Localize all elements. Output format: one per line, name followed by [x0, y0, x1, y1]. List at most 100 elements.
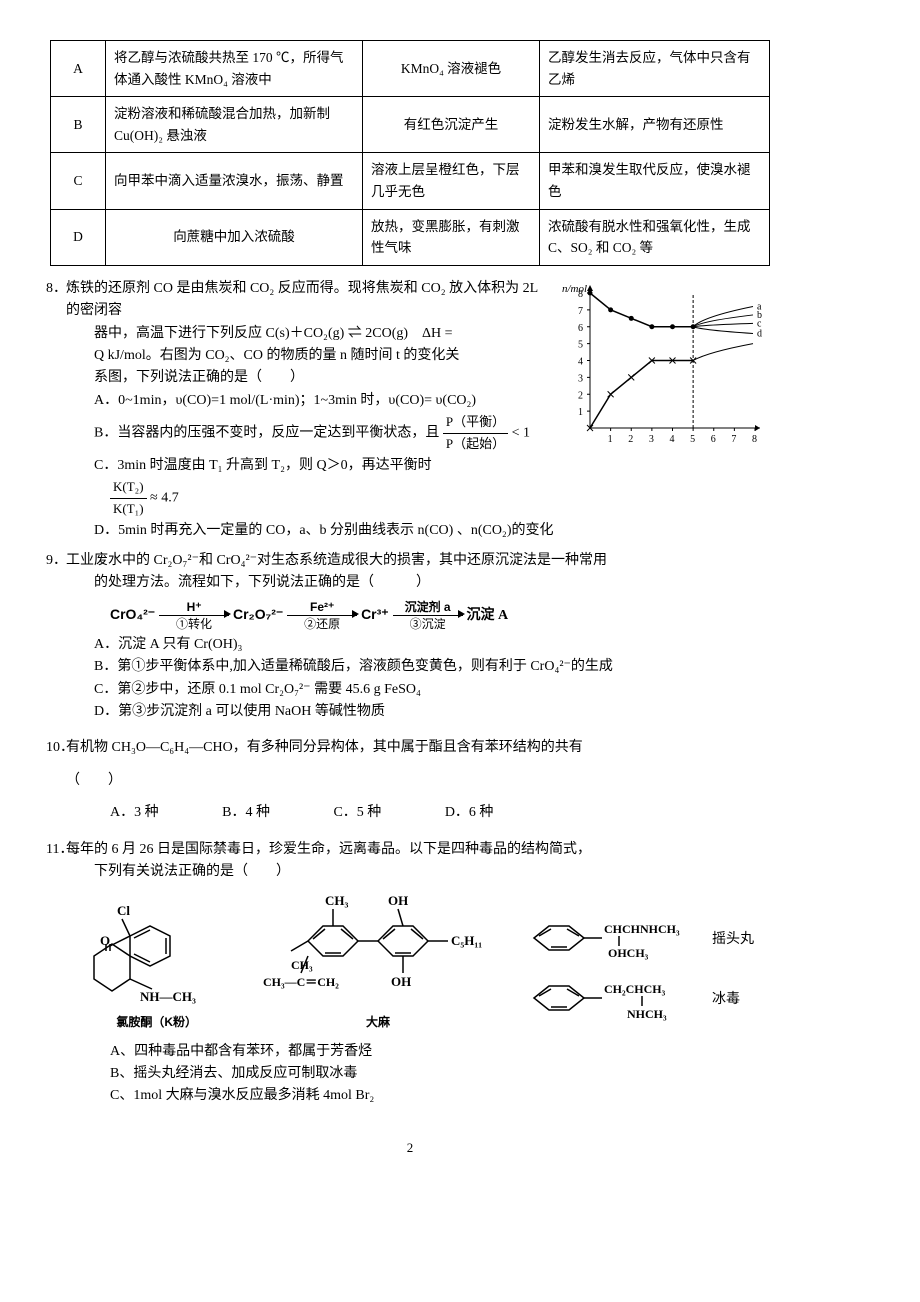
cell: 淀粉溶液和稀硫酸混合加热，加新制 Cu(OH)₂ 悬浊液: [106, 97, 363, 153]
svg-text:6: 6: [711, 434, 716, 445]
option-b: B、摇头丸经消去、加成反应可制取冰毒: [110, 1063, 770, 1085]
svg-text:8: 8: [752, 434, 757, 445]
molecule-svg: CHCHNHCH₃ OHCH₃ CH₂CHCH₃ NHCH₃ 摇头丸 冰毒: [524, 913, 754, 1033]
arrow-top: H⁺: [159, 601, 229, 616]
svg-text:n/mol: n/mol: [562, 283, 587, 295]
option-text: ≈ 4.7: [150, 491, 179, 506]
arrow-bottom: ③沉淀: [393, 616, 463, 630]
cell: 溶液上层呈橙红色，下层几乎无色: [363, 153, 540, 209]
molecule-right: CHCHNHCH₃ OHCH₃ CH₂CHCH₃ NHCH₃ 摇头丸 冰毒: [524, 913, 754, 1033]
stem-line: 的处理方法。流程如下，下列说法正确的是（ ）: [94, 572, 770, 594]
table-row: D 向蔗糖中加入浓硫酸 放热，变黑膨胀，有刺激性气味 浓硫酸有脱水性和强氧化性，…: [51, 209, 770, 265]
flow-arrow: H⁺①转化: [159, 601, 229, 630]
cell: 淀粉发生水解，产物有还原性: [540, 97, 770, 153]
svg-text:1: 1: [578, 407, 583, 418]
cell: KMnO₄ 溶液褪色: [363, 41, 540, 97]
option-c: C．3min 时温度由 T₁ 升高到 T₂，则 Q＞0，再达平衡时: [94, 455, 550, 477]
option-b: B．当容器内的压强不变时，反应一定达到平衡状态，且 P（平衡） P（起始） < …: [94, 412, 550, 455]
option-c: C．第②步中，还原 0.1 mol Cr₂O₇²⁻ 需要 45.6 g FeSO…: [94, 679, 770, 701]
stem-line: 系图，下列说法正确的是（ ）: [94, 367, 550, 389]
molecule-dama: CH₃ OH C₅H₁₁ OH CH₃—C＝CH₂ CH₃: [263, 891, 493, 1032]
svg-text:4: 4: [670, 434, 675, 445]
svg-text:CH₃—C＝CH₂: CH₃—C＝CH₂: [263, 975, 339, 989]
flow-arrow: 沉淀剂 a③沉淀: [393, 601, 463, 630]
molecule-caption: 大麻: [263, 1013, 493, 1032]
molecule-row: Cl O NH—CH₃ 氯胺酮（K粉） CH₃ OH: [66, 891, 770, 1032]
question-9: 9． 工业废水中的 Cr₂O₇²⁻和 CrO₄²⁻对生态系统造成很大的损害，其中…: [66, 550, 770, 723]
question-10: 10． 有机物 CH₃O—C₆H₄—CHO，有多种同分异构体，其中属于酯且含有苯…: [66, 737, 770, 824]
option-d: D．5min 时再充入一定量的 CO，a、b 分别曲线表示 n(CO) 、n(C…: [94, 520, 770, 542]
option-a: A．3 种: [110, 802, 159, 824]
question-number: 9．: [46, 550, 67, 572]
row-label: A: [51, 41, 106, 97]
table-row: A 将乙醇与浓硫酸共热至 170 ℃，所得气体通入酸性 KMnO₄ 溶液中 KM…: [51, 41, 770, 97]
row-label: B: [51, 97, 106, 153]
question-11: 11． 每年的 6 月 26 日是国际禁毒日，珍爱生命，远离毒品。以下是四种毒品…: [66, 839, 770, 1108]
svg-text:2: 2: [578, 390, 583, 401]
cell: 甲苯和溴发生取代反应，使溴水褪色: [540, 153, 770, 209]
svg-text:4: 4: [578, 356, 583, 367]
row-label: D: [51, 209, 106, 265]
arrow-bottom: ①转化: [159, 616, 229, 630]
numerator: P（平衡）: [443, 412, 508, 434]
arrow-bottom: ②还原: [287, 616, 357, 630]
fraction: K(T₂) K(T₁): [110, 477, 147, 520]
svg-text:6: 6: [578, 323, 583, 334]
molecule-label: 摇头丸: [712, 931, 754, 947]
table-row: B 淀粉溶液和稀硫酸混合加热，加新制 Cu(OH)₂ 悬浊液 有红色沉淀产生 淀…: [51, 97, 770, 153]
svg-text:d: d: [757, 328, 762, 339]
option-c: C．5 种: [333, 802, 381, 824]
stem-line: Q kJ/mol。右图为 CO₂、CO 的物质的量 n 随时间 t 的变化关: [94, 345, 550, 367]
cell: 有红色沉淀产生: [363, 97, 540, 153]
stem-paren: （ ）: [66, 770, 770, 792]
row-label: C: [51, 153, 106, 209]
flow-node: Cr₂O₇²⁻: [233, 606, 283, 622]
svg-text:CH₃: CH₃: [291, 958, 313, 972]
stem-line: 工业废水中的 Cr₂O₇²⁻和 CrO₄²⁻对生态系统造成很大的损害，其中还原沉…: [66, 550, 770, 572]
option-a: A、四种毒品中都含有苯环，都属于芳香烃: [110, 1041, 770, 1063]
svg-text:Cl: Cl: [117, 903, 130, 918]
cell: 浓硫酸有脱水性和强氧化性，生成 C、SO₂ 和 CO₂ 等: [540, 209, 770, 265]
q8-chart: n/molt/min1234567812345678abcd: [560, 278, 770, 448]
svg-text:t/min: t/min: [737, 447, 760, 448]
question-number: 10．: [46, 737, 74, 759]
cell: 乙醇发生消去反应，气体中只含有乙烯: [540, 41, 770, 97]
cell: 将乙醇与浓硫酸共热至 170 ℃，所得气体通入酸性 KMnO₄ 溶液中: [106, 41, 363, 97]
option-text: < 1: [512, 426, 530, 441]
option-d: D．第③步沉淀剂 a 可以使用 NaOH 等碱性物质: [94, 701, 770, 723]
svg-text:CHCHNHCH₃: CHCHNHCH₃: [604, 922, 680, 936]
stem-line: 炼铁的还原剂 CO 是由焦炭和 CO₂ 反应而得。现将焦炭和 CO₂ 放入体积为…: [66, 278, 550, 323]
question-number: 8．: [46, 278, 67, 300]
cell: 向甲苯中滴入适量浓溴水，振荡、静置: [106, 153, 363, 209]
stem-line: 器中，高温下进行下列反应 C(s)＋CO₂(g) ⇌ 2CO(g) ΔH =: [94, 323, 550, 345]
option-d: D．6 种: [445, 802, 494, 824]
molecule-caption: 氯胺酮（K粉）: [82, 1013, 232, 1032]
svg-text:OHCH₃: OHCH₃: [608, 946, 649, 960]
svg-text:OH: OH: [391, 974, 411, 989]
question-8: 8． 炼铁的还原剂 CO 是由焦炭和 CO₂ 反应而得。现将焦炭和 CO₂ 放入…: [66, 278, 770, 542]
svg-text:5: 5: [690, 434, 695, 445]
option-b: B．第①步平衡体系中,加入适量稀硫酸后，溶液颜色变黄色，则有利于 CrO₄²⁻的…: [94, 656, 770, 678]
molecule-label: 冰毒: [712, 991, 740, 1007]
arrow-top: Fe²⁺: [287, 601, 357, 616]
svg-text:CH₂CHCH₃: CH₂CHCH₃: [604, 982, 666, 996]
option-b: B．4 种: [222, 802, 270, 824]
svg-text:2: 2: [628, 434, 633, 445]
numerator: K(T₂): [110, 477, 147, 499]
option-a: A．沉淀 A 只有 Cr(OH)₃: [94, 634, 770, 656]
flow-node: CrO₄²⁻: [110, 606, 155, 622]
fraction: P（平衡） P（起始）: [443, 412, 508, 455]
svg-text:3: 3: [578, 373, 583, 384]
option-text: B．当容器内的压强不变时，反应一定达到平衡状态，且: [94, 426, 439, 441]
flow-node: Cr³⁺: [361, 606, 389, 622]
stem-line: 有机物 CH₃O—C₆H₄—CHO，有多种同分异构体，其中属于酯且含有苯环结构的…: [66, 737, 770, 759]
svg-text:NH—CH₃: NH—CH₃: [140, 989, 196, 1004]
option-c-frac: K(T₂) K(T₁) ≈ 4.7: [110, 477, 550, 520]
svg-text:1: 1: [608, 434, 613, 445]
svg-text:OH: OH: [388, 893, 408, 908]
svg-text:CH₃: CH₃: [325, 893, 349, 908]
molecule-svg: CH₃ OH C₅H₁₁ OH CH₃—C＝CH₂ CH₃: [263, 891, 493, 1011]
cell: 放热，变黑膨胀，有刺激性气味: [363, 209, 540, 265]
svg-text:3: 3: [649, 434, 654, 445]
svg-text:7: 7: [578, 306, 583, 317]
